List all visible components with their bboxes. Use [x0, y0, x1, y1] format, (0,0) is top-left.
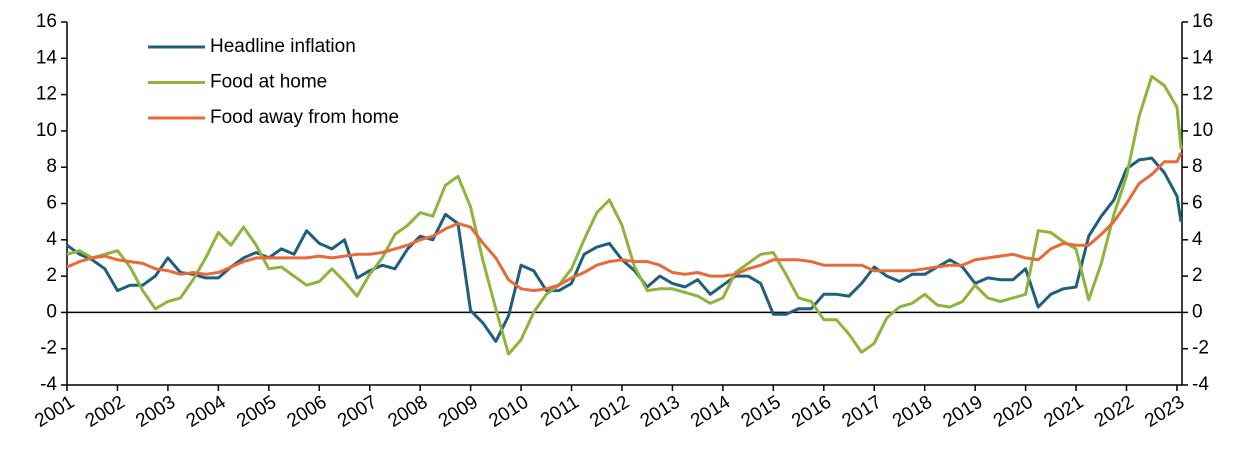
y-tick-label: -2 [40, 338, 57, 359]
x-tick-label: 2020 [990, 392, 1037, 432]
x-tick-label: 2021 [1040, 392, 1087, 432]
x-tick-label: 2002 [82, 392, 129, 432]
y2-tick-label: 6 [1192, 193, 1203, 214]
y2-tick-label: 4 [1192, 229, 1203, 250]
x-tick-label: 2017 [839, 392, 886, 432]
y-tick-label: 16 [36, 11, 57, 32]
y2-tick-label: 2 [1192, 265, 1203, 286]
x-tick-label: 2013 [637, 392, 684, 432]
y2-tick-label: 12 [1192, 84, 1213, 105]
x-tick-label: 2007 [334, 392, 381, 432]
y2-tick-label: 10 [1192, 120, 1213, 141]
x-tick-label: 2016 [788, 392, 835, 432]
x-tick-label: 2006 [284, 392, 331, 432]
x-tick-label: 2005 [233, 392, 280, 432]
y-tick-label: -4 [40, 374, 57, 395]
x-tick-label: 2014 [687, 391, 734, 431]
x-tick-label: 2009 [435, 392, 482, 432]
x-tick-label: 2008 [384, 392, 431, 432]
x-tick-label: 2003 [132, 392, 179, 432]
y-tick-label: 10 [36, 120, 57, 141]
y-tick-label: 0 [46, 301, 57, 322]
x-tick-label: 2019 [939, 392, 986, 432]
series-line [66, 74, 1183, 356]
legend-label: Food at home [210, 72, 327, 93]
y-tick-label: 4 [46, 229, 57, 250]
x-tick-label: 2004 [183, 391, 230, 431]
x-tick-label: 2012 [586, 392, 633, 432]
y2-tick-label: -2 [1192, 338, 1209, 359]
y2-tick-label: 14 [1192, 47, 1214, 68]
y-tick-label: 8 [46, 156, 57, 177]
y-tick-label: 2 [46, 265, 57, 286]
y-tick-label: 6 [46, 193, 57, 214]
legend-label: Headline inflation [210, 36, 356, 57]
x-tick-label: 2010 [485, 392, 532, 432]
x-tick-label: 2015 [738, 392, 785, 432]
y2-tick-label: 0 [1192, 301, 1203, 322]
y-tick-label: 12 [36, 84, 57, 105]
x-tick-label: 2018 [889, 392, 936, 432]
series-line [66, 152, 1183, 293]
y-tick-label: 14 [36, 47, 58, 68]
x-tick-label: 2001 [31, 392, 78, 432]
series-line [66, 156, 1183, 343]
x-tick-label: 2023 [1141, 392, 1188, 432]
y2-tick-label: 8 [1192, 156, 1203, 177]
x-tick-label: 2011 [537, 392, 583, 431]
y2-tick-label: 16 [1192, 11, 1213, 32]
legend-label: Food away from home [210, 107, 399, 128]
y2-tick-label: -4 [1192, 374, 1209, 395]
x-tick-label: 2022 [1091, 392, 1138, 432]
